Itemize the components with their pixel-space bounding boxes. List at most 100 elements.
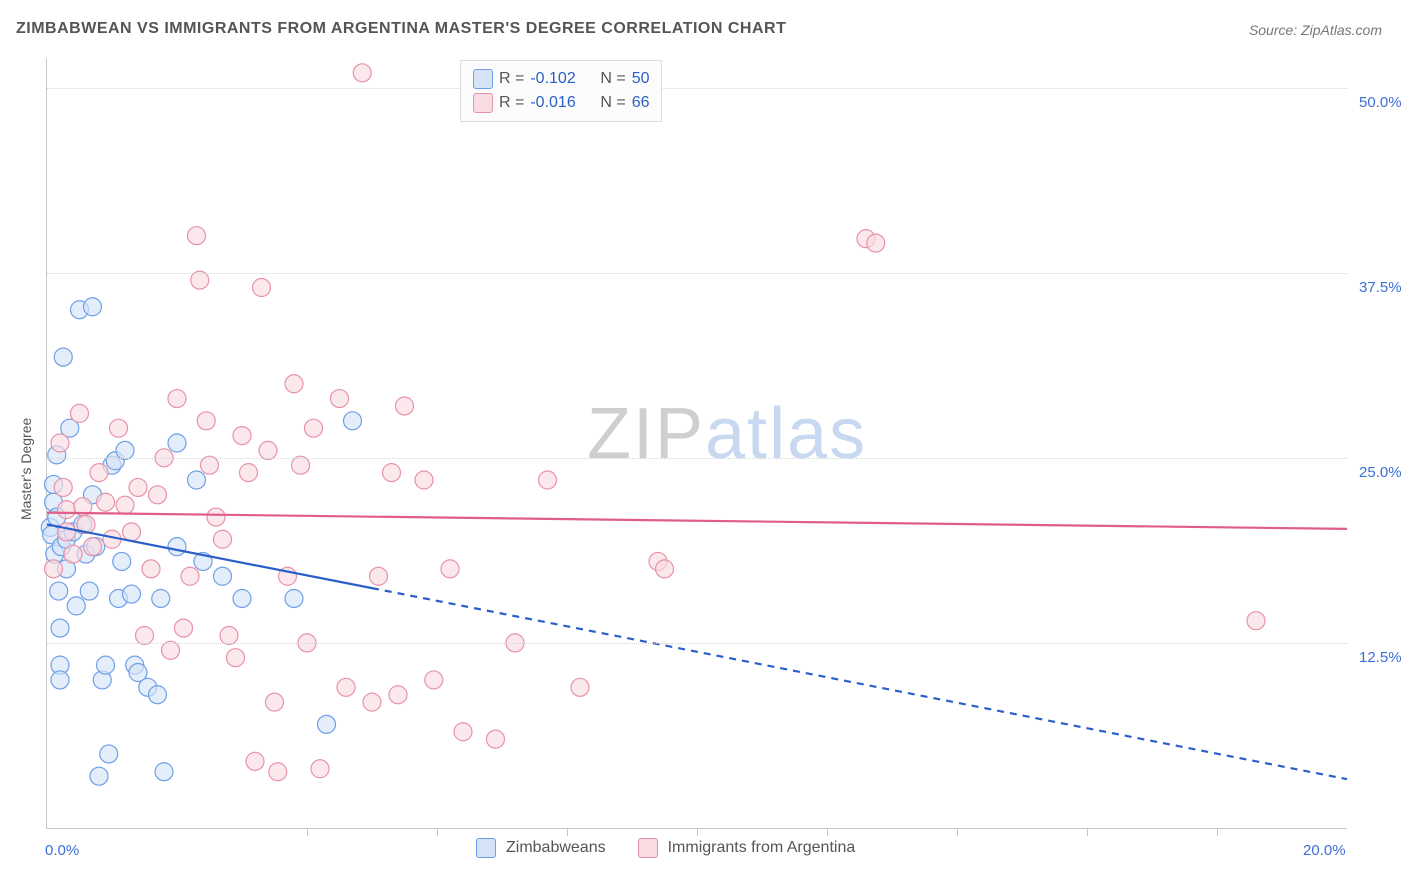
data-point bbox=[370, 567, 388, 585]
data-point bbox=[220, 627, 238, 645]
legend-row: R =-0.016N =66 bbox=[473, 91, 649, 115]
y-tick-label: 37.5% bbox=[1359, 279, 1402, 296]
data-point bbox=[97, 656, 115, 674]
y-tick-label: 50.0% bbox=[1359, 94, 1402, 111]
data-point bbox=[331, 390, 349, 408]
source-label: Source: ZipAtlas.com bbox=[1249, 22, 1382, 38]
data-point bbox=[123, 585, 141, 603]
plot-area: ZIPatlas 12.5%25.0%37.5%50.0%0.0%20.0% bbox=[46, 58, 1347, 829]
data-point bbox=[285, 375, 303, 393]
data-point bbox=[123, 523, 141, 541]
data-point bbox=[539, 471, 557, 489]
x-tick-label: 20.0% bbox=[1303, 842, 1346, 859]
data-point bbox=[389, 686, 407, 704]
data-point bbox=[253, 279, 271, 297]
x-tick-mark bbox=[697, 828, 698, 836]
trend-line bbox=[372, 588, 1347, 779]
x-tick-mark bbox=[307, 828, 308, 836]
data-point bbox=[162, 641, 180, 659]
data-point bbox=[168, 538, 186, 556]
x-tick-mark bbox=[567, 828, 568, 836]
data-point bbox=[152, 589, 170, 607]
data-point bbox=[188, 471, 206, 489]
data-point bbox=[191, 271, 209, 289]
data-point bbox=[344, 412, 362, 430]
data-point bbox=[233, 589, 251, 607]
data-point bbox=[51, 619, 69, 637]
x-tick-label: 0.0% bbox=[45, 842, 79, 859]
data-point bbox=[269, 763, 287, 781]
data-point bbox=[207, 508, 225, 526]
data-point bbox=[240, 464, 258, 482]
legend-n-label: N = bbox=[600, 70, 625, 88]
data-point bbox=[201, 456, 219, 474]
data-point bbox=[168, 434, 186, 452]
legend-swatch bbox=[473, 69, 493, 89]
trend-line bbox=[47, 524, 372, 588]
legend-n-value: 66 bbox=[632, 94, 650, 112]
data-point bbox=[292, 456, 310, 474]
data-point bbox=[110, 419, 128, 437]
data-point bbox=[64, 545, 82, 563]
data-point bbox=[54, 478, 72, 496]
data-point bbox=[136, 627, 154, 645]
data-point bbox=[51, 434, 69, 452]
data-point bbox=[116, 441, 134, 459]
correlation-legend: R =-0.102N =50R =-0.016N =66 bbox=[460, 60, 662, 122]
data-point bbox=[188, 227, 206, 245]
data-point bbox=[116, 496, 134, 514]
data-point bbox=[97, 493, 115, 511]
gridline bbox=[47, 643, 1347, 644]
x-tick-mark bbox=[1087, 828, 1088, 836]
data-point bbox=[90, 767, 108, 785]
data-point bbox=[415, 471, 433, 489]
x-tick-mark bbox=[437, 828, 438, 836]
legend-swatch bbox=[473, 93, 493, 113]
data-point bbox=[311, 760, 329, 778]
trend-line bbox=[47, 513, 1347, 529]
data-point bbox=[454, 723, 472, 741]
gridline bbox=[47, 88, 1347, 89]
chart-container: ZIMBABWEAN VS IMMIGRANTS FROM ARGENTINA … bbox=[0, 0, 1406, 892]
data-point bbox=[84, 538, 102, 556]
data-point bbox=[1247, 612, 1265, 630]
x-tick-mark bbox=[1217, 828, 1218, 836]
x-tick-mark bbox=[827, 828, 828, 836]
data-point bbox=[58, 523, 76, 541]
data-point bbox=[246, 752, 264, 770]
data-point bbox=[259, 441, 277, 459]
data-point bbox=[58, 501, 76, 519]
data-point bbox=[80, 582, 98, 600]
legend-n-label: N = bbox=[600, 94, 625, 112]
data-point bbox=[149, 686, 167, 704]
legend-r-value: -0.016 bbox=[530, 94, 594, 112]
data-point bbox=[441, 560, 459, 578]
x-tick-mark bbox=[957, 828, 958, 836]
data-point bbox=[363, 693, 381, 711]
chart-title: ZIMBABWEAN VS IMMIGRANTS FROM ARGENTINA … bbox=[16, 20, 786, 38]
y-tick-label: 25.0% bbox=[1359, 464, 1402, 481]
legend-swatch bbox=[638, 838, 658, 858]
plot-svg bbox=[47, 58, 1347, 828]
data-point bbox=[113, 552, 131, 570]
gridline bbox=[47, 273, 1347, 274]
y-tick-label: 12.5% bbox=[1359, 649, 1402, 666]
data-point bbox=[129, 478, 147, 496]
data-point bbox=[71, 404, 89, 422]
series-legend: ZimbabweansImmigrants from Argentina bbox=[476, 838, 877, 858]
data-point bbox=[100, 745, 118, 763]
data-point bbox=[487, 730, 505, 748]
y-axis-label: Master's Degree bbox=[18, 418, 34, 520]
data-point bbox=[142, 560, 160, 578]
legend-swatch bbox=[476, 838, 496, 858]
data-point bbox=[51, 671, 69, 689]
legend-r-label: R = bbox=[499, 70, 524, 88]
data-point bbox=[425, 671, 443, 689]
data-point bbox=[45, 560, 63, 578]
data-point bbox=[197, 412, 215, 430]
data-point bbox=[656, 560, 674, 578]
data-point bbox=[50, 582, 68, 600]
data-point bbox=[266, 693, 284, 711]
data-point bbox=[383, 464, 401, 482]
data-point bbox=[175, 619, 193, 637]
